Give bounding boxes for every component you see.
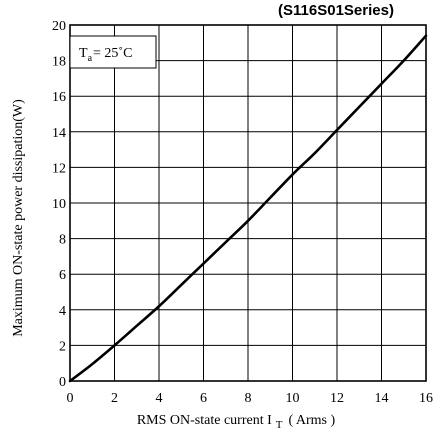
annotation-sub: a: [88, 53, 93, 64]
annotation-main: T: [79, 46, 88, 61]
y-tick-label: 6: [59, 268, 66, 283]
y-tick-label: 20: [52, 19, 66, 34]
x-tick-label: 10: [286, 391, 300, 406]
y-tick-label: 10: [52, 197, 66, 212]
annotation-value: = 25˚C: [93, 46, 132, 61]
y-tick-label: 2: [59, 339, 66, 354]
x-tick-labels: 0 2 4 6 8 10 12 14 16: [67, 391, 434, 406]
y-tick-labels: 0 2 4 6 8 10 12 14 16 18 20: [52, 19, 66, 390]
grid: [69, 24, 427, 382]
x-tick-label: 6: [200, 391, 207, 406]
x-axis-label-unit: ( Arms ): [288, 413, 335, 428]
y-tick-label: 18: [52, 55, 66, 70]
x-tick-label: 8: [245, 391, 252, 406]
x-axis-label-main: RMS ON-state current I: [137, 413, 272, 428]
y-tick-label: 8: [59, 233, 66, 248]
x-tick-label: 16: [419, 391, 433, 406]
annotation-text: Ta= 25˚C: [79, 46, 132, 64]
x-tick-label: 2: [111, 391, 118, 406]
y-tick-label: 4: [59, 304, 66, 319]
x-axis-label-sub: T: [276, 419, 283, 430]
x-tick-label: 4: [156, 391, 163, 406]
y-tick-label: 14: [52, 126, 66, 141]
y-tick-label: 16: [52, 90, 66, 105]
y-tick-label: 12: [52, 161, 66, 176]
plot-frame: [69, 24, 427, 382]
annotation-box: [69, 35, 157, 69]
x-tick-label: 14: [375, 391, 389, 406]
x-tick-label: 12: [330, 391, 344, 406]
y-tick-label: 0: [59, 375, 66, 390]
chart-title: (S116S01Series): [278, 2, 394, 19]
x-tick-label: 0: [67, 391, 74, 406]
y-axis-label: Maximum ON-state power dissipation(W): [11, 99, 26, 337]
x-axis-label: RMS ON-state current I T ( Arms ): [137, 413, 336, 430]
power-curve: [68, 34, 428, 383]
